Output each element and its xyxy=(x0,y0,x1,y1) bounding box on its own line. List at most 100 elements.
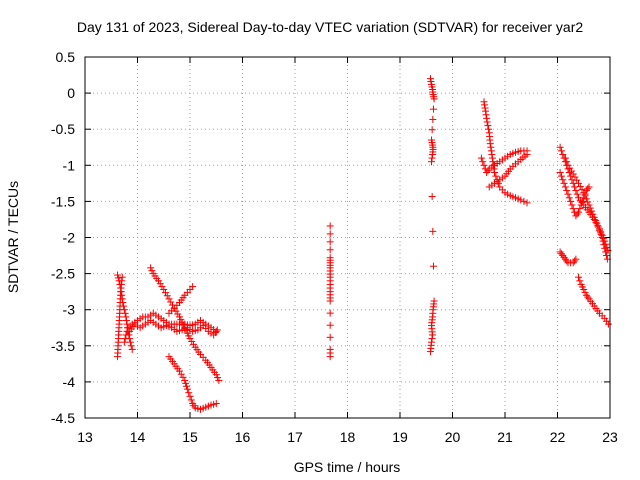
data-point xyxy=(517,196,525,204)
data-point xyxy=(568,201,576,209)
x-tick-label: 19 xyxy=(392,429,408,445)
y-tick-label: -4.5 xyxy=(51,410,75,426)
data-point xyxy=(486,140,494,148)
data-point xyxy=(484,167,492,175)
data-point xyxy=(187,396,195,404)
data-point xyxy=(114,274,122,282)
data-point xyxy=(575,273,582,281)
data-point xyxy=(487,143,495,151)
data-point xyxy=(576,205,584,213)
data-point xyxy=(429,105,437,113)
data-point xyxy=(561,183,569,191)
data-point xyxy=(326,230,334,238)
data-point xyxy=(122,313,130,321)
data-point xyxy=(559,176,567,184)
data-point xyxy=(176,367,183,375)
data-point xyxy=(576,277,584,285)
x-tick-label: 21 xyxy=(497,429,513,445)
data-point xyxy=(561,255,569,263)
axis-ticks: 13 14 15 16 17 18 19 20 21 22 23 0.5 0 -0.5 -1 -1.5 -2 -2… xyxy=(51,49,618,445)
data-point xyxy=(183,385,191,393)
data-point xyxy=(155,277,162,285)
data-point xyxy=(430,95,438,103)
data-point xyxy=(174,310,182,318)
data-point xyxy=(566,164,574,172)
data-point xyxy=(560,179,568,187)
x-tick-label: 23 xyxy=(602,429,618,445)
data-point xyxy=(179,373,187,381)
data-point xyxy=(215,376,223,384)
data-point xyxy=(572,212,580,220)
y-tick-label: -1 xyxy=(63,157,76,173)
chart-title: Day 131 of 2023, Sidereal Day-to-day VTE… xyxy=(77,19,583,35)
x-tick-label: 14 xyxy=(130,429,146,445)
data-point xyxy=(429,150,437,158)
data-point xyxy=(165,295,173,303)
x-tick-label: 18 xyxy=(340,429,356,445)
data-point xyxy=(564,161,572,169)
data-point xyxy=(428,154,436,162)
data-point xyxy=(584,293,592,301)
data-point xyxy=(326,246,334,254)
data-point xyxy=(122,317,130,325)
data-point xyxy=(569,259,577,267)
data-point xyxy=(585,183,593,191)
data-point xyxy=(212,371,220,379)
data-point xyxy=(577,201,585,209)
data-point xyxy=(428,126,436,134)
data-point xyxy=(557,250,565,258)
data-point xyxy=(480,161,488,169)
data-point xyxy=(156,280,164,288)
data-point xyxy=(572,255,580,263)
data-point xyxy=(594,223,602,231)
data-point xyxy=(603,252,610,260)
data-point xyxy=(190,340,197,348)
x-tick-label: 20 xyxy=(445,429,461,445)
data-point xyxy=(426,348,434,356)
data-point xyxy=(118,273,126,281)
data-point xyxy=(573,176,581,184)
data-point xyxy=(561,154,569,162)
data-point xyxy=(189,283,197,291)
data-point xyxy=(573,190,581,198)
data-point xyxy=(563,257,571,265)
data-point xyxy=(482,111,490,119)
y-tick-label: 0.5 xyxy=(56,49,76,65)
data-point xyxy=(601,237,609,245)
y-tick-label: 0 xyxy=(67,85,75,101)
data-point xyxy=(429,331,437,339)
data-point xyxy=(126,338,134,346)
data-point xyxy=(429,262,437,270)
data-point xyxy=(479,158,487,166)
data-point xyxy=(484,122,492,130)
data-point xyxy=(581,288,589,296)
data-point xyxy=(560,253,568,261)
data-point xyxy=(584,185,592,193)
data-point xyxy=(326,309,334,317)
data-point xyxy=(182,379,190,387)
data-point xyxy=(569,170,577,178)
data-point xyxy=(592,217,600,225)
data-point xyxy=(127,342,135,350)
data-point xyxy=(326,321,334,329)
x-tick-label: 15 xyxy=(182,429,198,445)
x-tick-label: 13 xyxy=(77,429,93,445)
data-point xyxy=(585,201,593,209)
data-point xyxy=(556,169,564,177)
data-point xyxy=(167,298,175,306)
data-point xyxy=(427,78,435,86)
data-point xyxy=(575,179,582,187)
data-point xyxy=(162,289,169,297)
plot-frame xyxy=(84,56,611,419)
data-point xyxy=(580,285,588,293)
data-point xyxy=(213,326,221,334)
data-point xyxy=(582,291,590,299)
data-point xyxy=(212,327,220,335)
data-point xyxy=(589,210,597,218)
data-point xyxy=(559,252,567,260)
data-point xyxy=(556,143,564,151)
data-point xyxy=(488,150,496,158)
data-point xyxy=(185,389,193,397)
data-point xyxy=(120,338,128,346)
